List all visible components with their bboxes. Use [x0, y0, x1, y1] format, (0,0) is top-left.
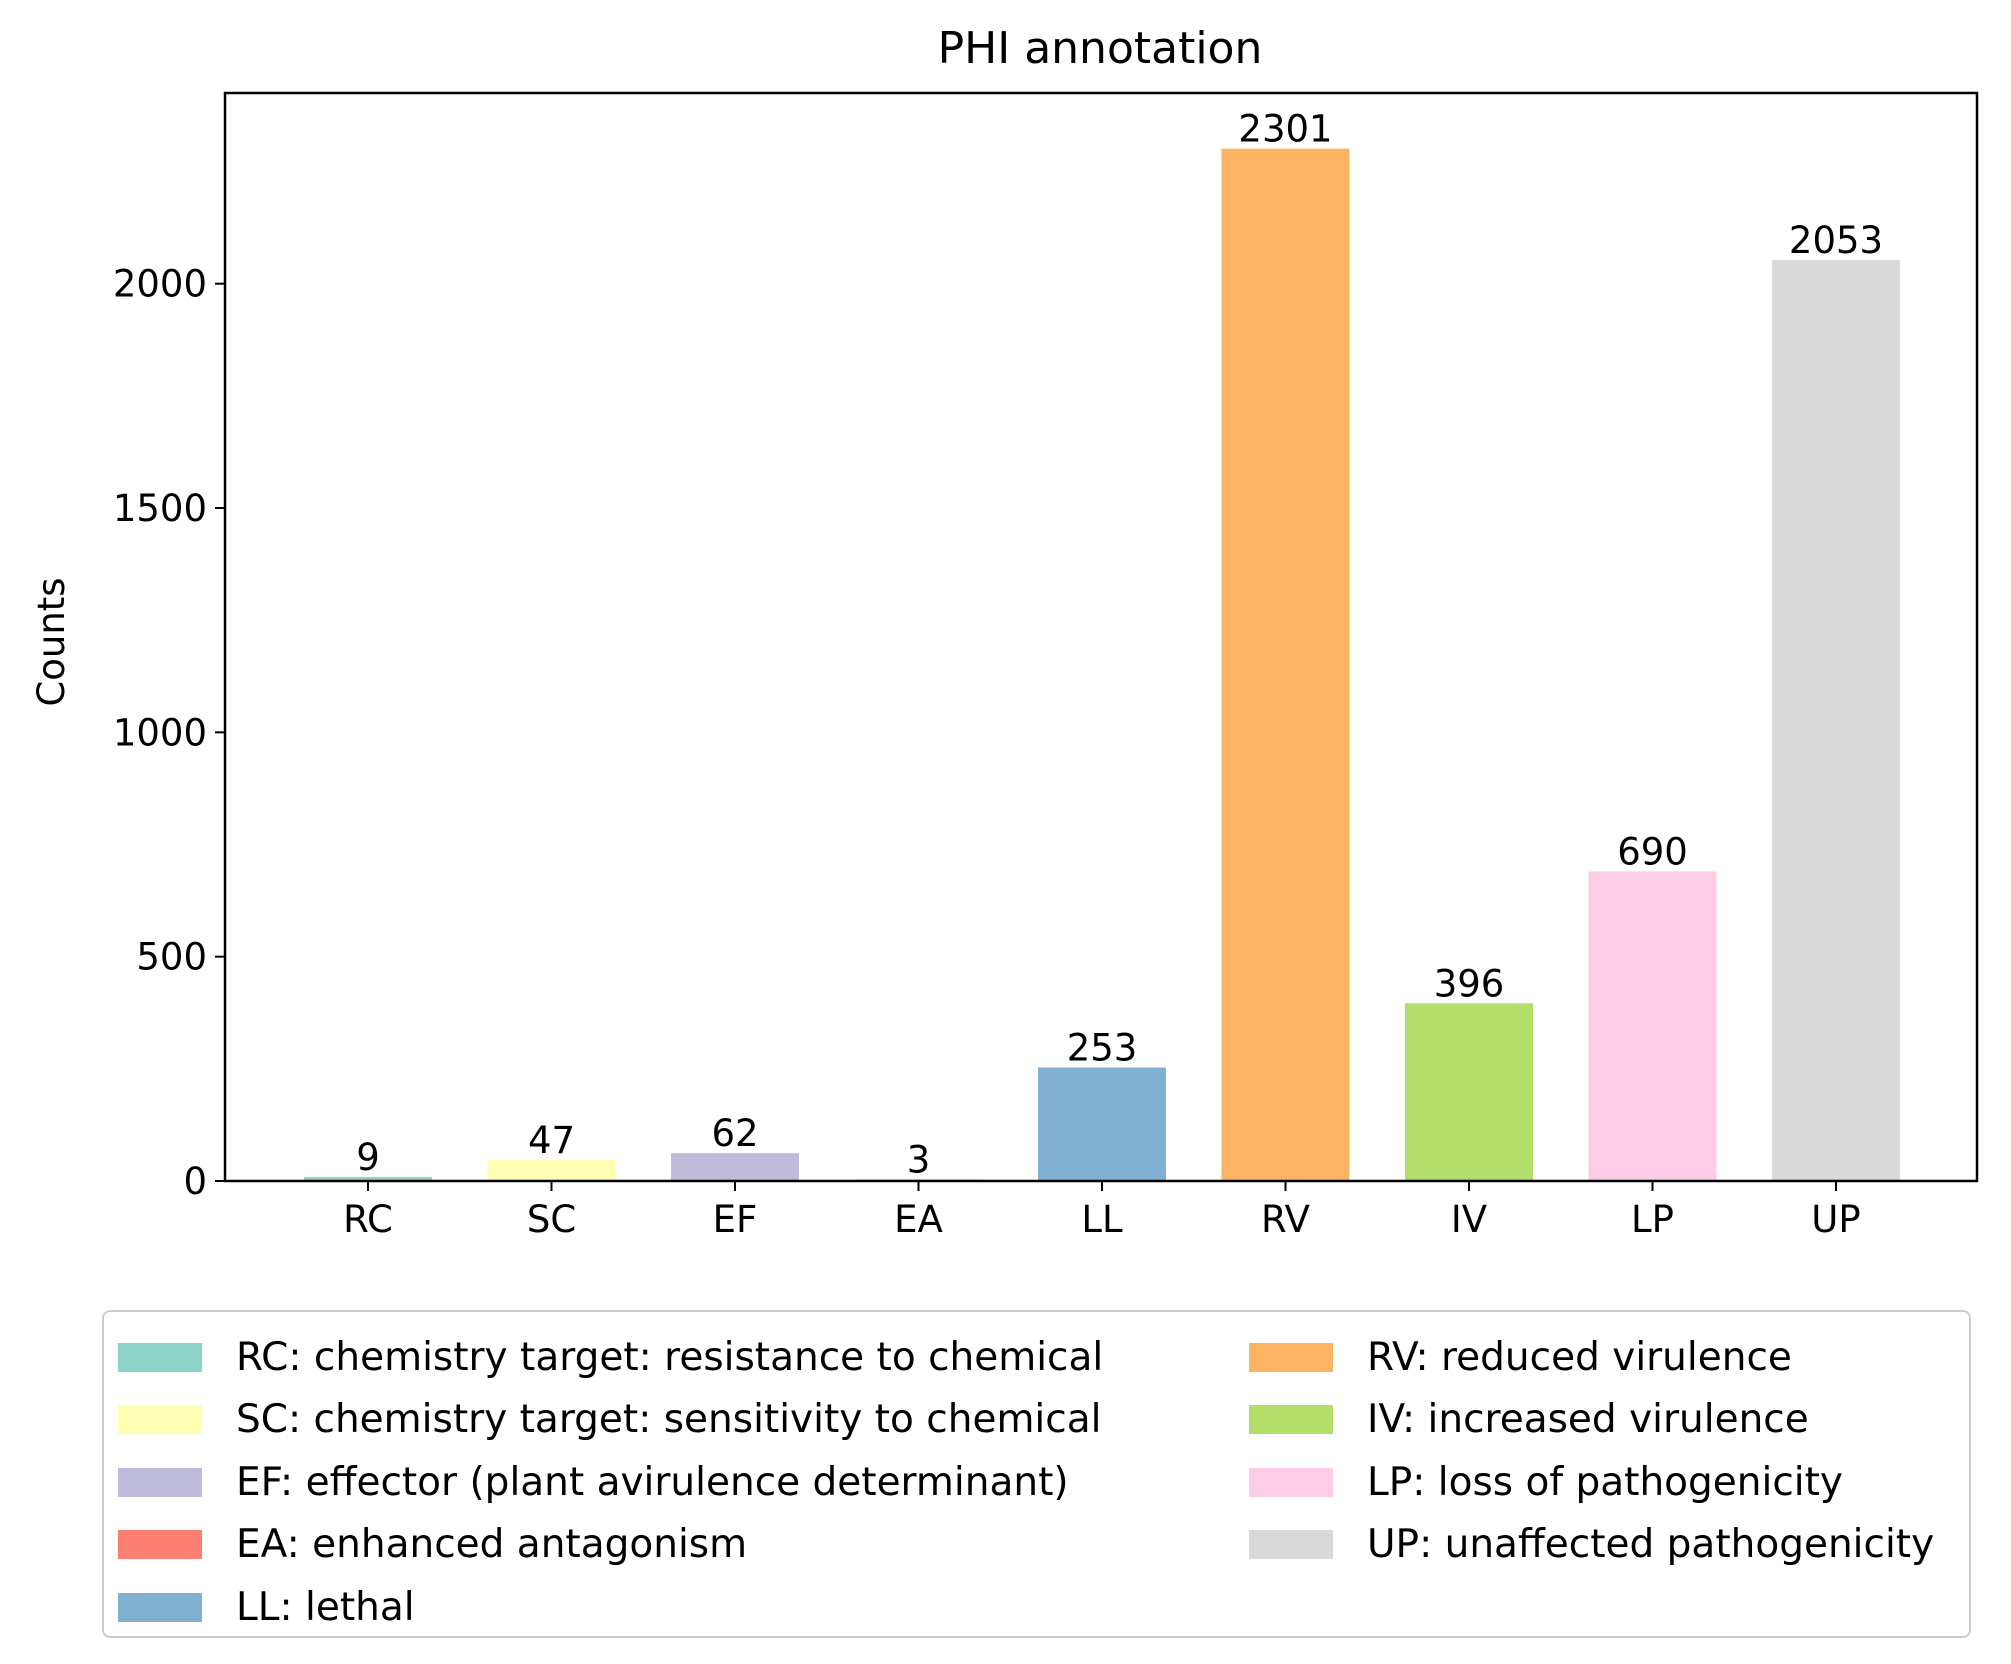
bar-lp: [1588, 871, 1717, 1181]
legend-entry-up: UP: unaffected pathogenicity: [1249, 1514, 1934, 1577]
bar-data-labels: 9 47 62 3 253 2301 396 690 2053: [356, 108, 1883, 1182]
x-tick-label-lp: LP: [1631, 1198, 1674, 1241]
legend-entry-rv: RV: reduced virulence: [1249, 1326, 1934, 1389]
bar-value-label-iv: 396: [1434, 962, 1505, 1005]
legend-label: LP: loss of pathogenicity: [1367, 1459, 1843, 1505]
bar-rv: [1221, 148, 1350, 1182]
x-tick-label-ef: EF: [713, 1198, 758, 1241]
x-tick-label-ll: LL: [1081, 1198, 1123, 1241]
y-axis-label: Counts: [30, 577, 73, 706]
x-axis-ticks: RC SC EF EA LL RV IV LP UP: [343, 1181, 1861, 1241]
legend-swatch: [118, 1405, 202, 1435]
bar-value-label-rv: 2301: [1238, 108, 1332, 151]
bar-value-label-lp: 690: [1617, 830, 1688, 873]
bar-rc: [304, 1176, 432, 1181]
bar-value-label-sc: 47: [528, 1119, 575, 1162]
x-tick-label-rc: RC: [343, 1198, 393, 1241]
x-tick-label-iv: IV: [1451, 1198, 1487, 1241]
bars-layer: [304, 148, 1900, 1182]
legend-swatch: [1249, 1342, 1333, 1372]
legend-label: RV: reduced virulence: [1367, 1334, 1792, 1380]
chart-legend: RC: chemistry target: resistance to chem…: [102, 1310, 1971, 1638]
legend-label: SC: chemistry target: sensitivity to che…: [236, 1397, 1102, 1443]
y-tick-label: 0: [183, 1160, 207, 1203]
y-tick-label: 1500: [113, 487, 207, 530]
bar-iv: [1405, 1003, 1533, 1181]
legend-label: IV: increased virulence: [1367, 1397, 1809, 1443]
bar-value-label-ll: 253: [1067, 1026, 1138, 1069]
x-tick-label-up: UP: [1811, 1198, 1860, 1241]
bar-ll: [1038, 1067, 1166, 1181]
legend-entry-ll: LL: lethal: [118, 1576, 1103, 1639]
legend-label: EA: enhanced antagonism: [236, 1522, 748, 1568]
bar-value-label-rc: 9: [356, 1136, 380, 1179]
y-tick-label: 500: [136, 936, 207, 979]
y-tick-label: 1000: [113, 711, 207, 754]
legend-label: EF: effector (plant avirulence determina…: [236, 1459, 1069, 1505]
legend-label: UP: unaffected pathogenicity: [1367, 1522, 1935, 1568]
x-tick-label-sc: SC: [527, 1198, 576, 1241]
legend-swatch: [118, 1592, 202, 1622]
bar-up: [1772, 259, 1900, 1181]
y-axis-ticks: 0 500 1000 1500 2000: [113, 263, 225, 1203]
legend-swatch: [118, 1342, 202, 1372]
legend-column-left: RC: chemistry target: resistance to chem…: [118, 1326, 1103, 1639]
x-tick-label-rv: RV: [1261, 1198, 1310, 1241]
legend-swatch: [118, 1530, 202, 1560]
legend-swatch: [1249, 1530, 1333, 1560]
bar-value-label-up: 2053: [1789, 219, 1883, 262]
legend-label: RC: chemistry target: resistance to chem…: [236, 1334, 1104, 1380]
bar-value-label-ea: 3: [907, 1139, 931, 1182]
legend-entry-ea: EA: enhanced antagonism: [118, 1514, 1103, 1577]
legend-entry-sc: SC: chemistry target: sensitivity to che…: [118, 1389, 1103, 1452]
legend-column-right: RV: reduced virulence IV: increased virul…: [1249, 1326, 1934, 1576]
legend-entry-rc: RC: chemistry target: resistance to chem…: [118, 1326, 1103, 1389]
legend-swatch: [1249, 1405, 1333, 1435]
x-tick-label-ea: EA: [894, 1198, 943, 1241]
y-tick-label: 2000: [113, 263, 207, 306]
bar-ef: [671, 1153, 799, 1181]
legend-entry-lp: LP: loss of pathogenicity: [1249, 1451, 1934, 1514]
legend-label: LL: lethal: [236, 1584, 415, 1630]
legend-swatch: [118, 1467, 202, 1497]
chart-title: PHI annotation: [938, 23, 1263, 74]
legend-swatch: [1249, 1467, 1333, 1497]
plot-frame: [223, 91, 1979, 1183]
legend-entry-ef: EF: effector (plant avirulence determina…: [118, 1451, 1103, 1514]
bar-sc: [487, 1159, 616, 1181]
legend-entry-iv: IV: increased virulence: [1249, 1389, 1934, 1452]
bar-value-label-ef: 62: [711, 1112, 758, 1155]
